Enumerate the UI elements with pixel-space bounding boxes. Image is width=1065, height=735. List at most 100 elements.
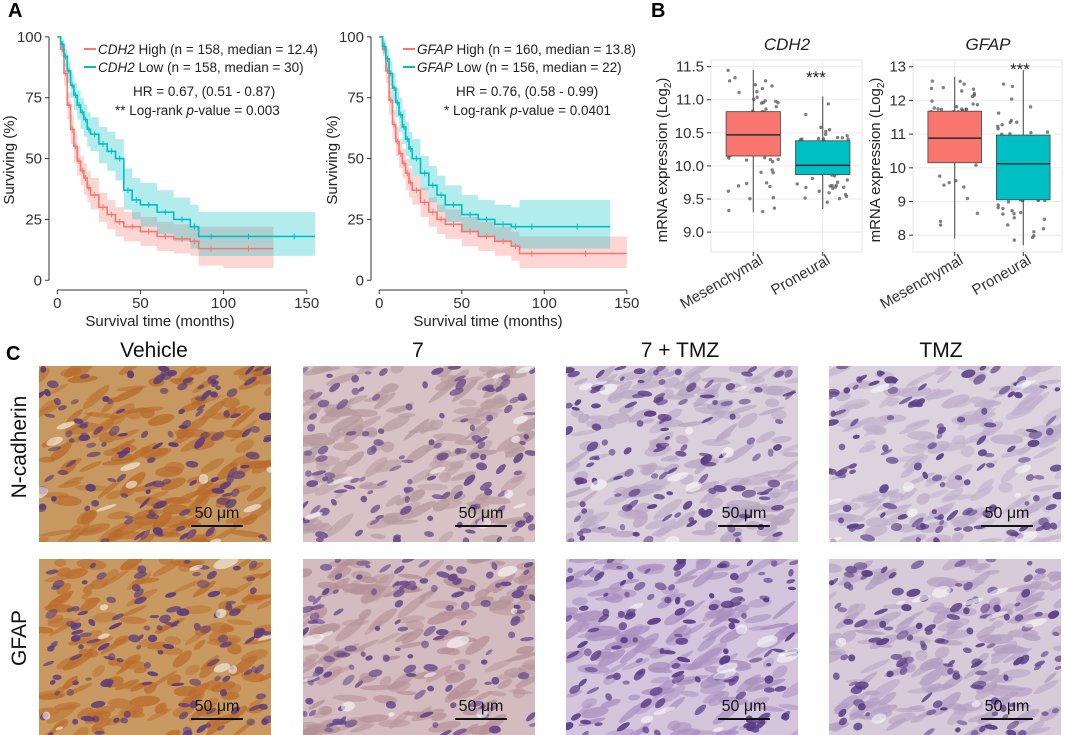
ihc-nucleus — [1028, 430, 1043, 439]
ihc-cell — [877, 504, 912, 517]
ihc-cell — [859, 496, 887, 519]
ihc-nucleus — [342, 674, 355, 686]
ihc-cell — [398, 573, 423, 579]
ihc-nucleus — [310, 505, 321, 515]
boxplot-point — [1012, 212, 1016, 216]
ihc-nucleus — [655, 443, 662, 449]
ihc-nucleus — [221, 492, 234, 497]
ihc-nucleus — [694, 704, 707, 716]
ihc-nucleus — [453, 375, 466, 382]
ihc-nucleus — [165, 592, 177, 598]
km-y-tick-label: 75 — [347, 90, 364, 107]
ihc-space — [896, 600, 905, 605]
boxplot-cdh2-y-label: mRNA expression (Log2) — [654, 78, 674, 243]
ihc-nucleus — [888, 572, 897, 579]
ihc-cell — [359, 685, 396, 691]
ihc-nucleus — [100, 538, 110, 542]
ihc-nucleus — [423, 625, 436, 637]
ihc-cell — [173, 685, 197, 697]
ihc-nucleus — [182, 377, 194, 384]
ihc-nucleus — [508, 631, 516, 639]
ihc-nucleus — [856, 374, 867, 382]
ihc-nucleus — [137, 565, 147, 574]
ihc-nucleus — [594, 722, 603, 727]
ihc-nucleus — [838, 443, 846, 451]
ihc-nucleus — [358, 386, 365, 392]
ihc-nucleus — [345, 431, 357, 436]
ihc-space — [515, 366, 535, 374]
ihc-nucleus — [671, 674, 685, 684]
km-curve-high — [57, 36, 274, 250]
ihc-cell — [910, 657, 942, 678]
ihc-cell — [164, 636, 182, 646]
ihc-nucleus — [932, 474, 943, 482]
ihc-nucleus — [427, 515, 434, 521]
ihc-nucleus — [774, 685, 787, 692]
ihc-nucleus — [350, 477, 360, 484]
ihc-cell — [566, 607, 579, 617]
ihc-nucleus — [620, 376, 625, 381]
boxplot-cdh2-cat-proneural: Proneural — [768, 252, 833, 299]
ihc-cell — [303, 659, 315, 667]
ihc-nucleus — [1033, 475, 1045, 480]
ihc-cell — [440, 374, 458, 385]
ihc-nucleus — [73, 681, 80, 686]
ihc-cell — [188, 559, 206, 565]
boxplot-point — [817, 189, 821, 193]
ihc-nucleus — [118, 447, 130, 459]
boxplot-y-tick-label: 9.0 — [683, 224, 704, 241]
ihc-cell — [581, 698, 597, 709]
ihc-nucleus — [372, 393, 381, 401]
ihc-space — [588, 380, 608, 388]
ihc-nucleus — [990, 697, 1000, 705]
ihc-nucleus — [593, 456, 600, 461]
ihc-nucleus — [913, 462, 922, 471]
ihc-nucleus — [351, 387, 360, 396]
ihc-cell — [522, 397, 535, 410]
ihc-nucleus — [846, 523, 859, 529]
ihc-cell — [844, 603, 866, 620]
ihc-nucleus — [432, 635, 445, 641]
ihc-cell — [889, 492, 904, 503]
boxplot-gfap-cat-proneural: Proneural — [969, 252, 1034, 299]
ihc-nucleus — [728, 618, 740, 624]
ihc-nucleus — [699, 394, 715, 399]
ihc-nucleus — [528, 722, 535, 727]
ihc-cell — [242, 514, 258, 526]
ihc-nucleus — [982, 509, 991, 518]
ihc-cell — [1033, 680, 1059, 695]
ihc-nucleus — [360, 651, 366, 657]
ihc-nucleus — [143, 662, 151, 669]
ihc-space — [513, 415, 528, 425]
ihc-tile-gfap-7tmz — [566, 559, 798, 735]
ihc-nucleus — [1027, 560, 1033, 566]
ihc-cell — [571, 597, 588, 606]
ihc-cell — [784, 377, 798, 384]
ihc-nucleus — [673, 560, 686, 571]
ihc-nucleus — [134, 596, 147, 605]
ihc-nucleus — [120, 717, 129, 724]
ihc-nucleus — [720, 600, 734, 609]
ihc-nucleus — [890, 522, 903, 532]
ihc-cell — [54, 559, 67, 567]
km-gfap-legend: GFAP High (n = 160, median = 13.8) GFAP … — [403, 42, 636, 75]
ihc-space — [510, 608, 518, 614]
ihc-nucleus — [360, 495, 368, 503]
ihc-nucleus — [115, 408, 126, 414]
ihc-cell — [681, 690, 699, 697]
ihc-nucleus — [671, 670, 685, 678]
ihc-nucleus — [447, 366, 461, 370]
ihc-cell — [303, 616, 314, 629]
ihc-nucleus — [584, 667, 598, 673]
ihc-cell — [264, 386, 271, 397]
ihc-nucleus — [763, 597, 770, 603]
ihc-cell — [704, 520, 718, 532]
boxplot-point — [996, 203, 1000, 207]
boxplot-point — [930, 79, 934, 83]
ihc-space — [513, 503, 527, 509]
boxplot-cdh2-significance: *** — [806, 68, 826, 87]
ihc-nucleus — [1045, 415, 1057, 426]
ihc-nucleus — [351, 375, 359, 383]
ihc-cell — [691, 647, 723, 666]
boxplot-point — [996, 124, 1000, 129]
